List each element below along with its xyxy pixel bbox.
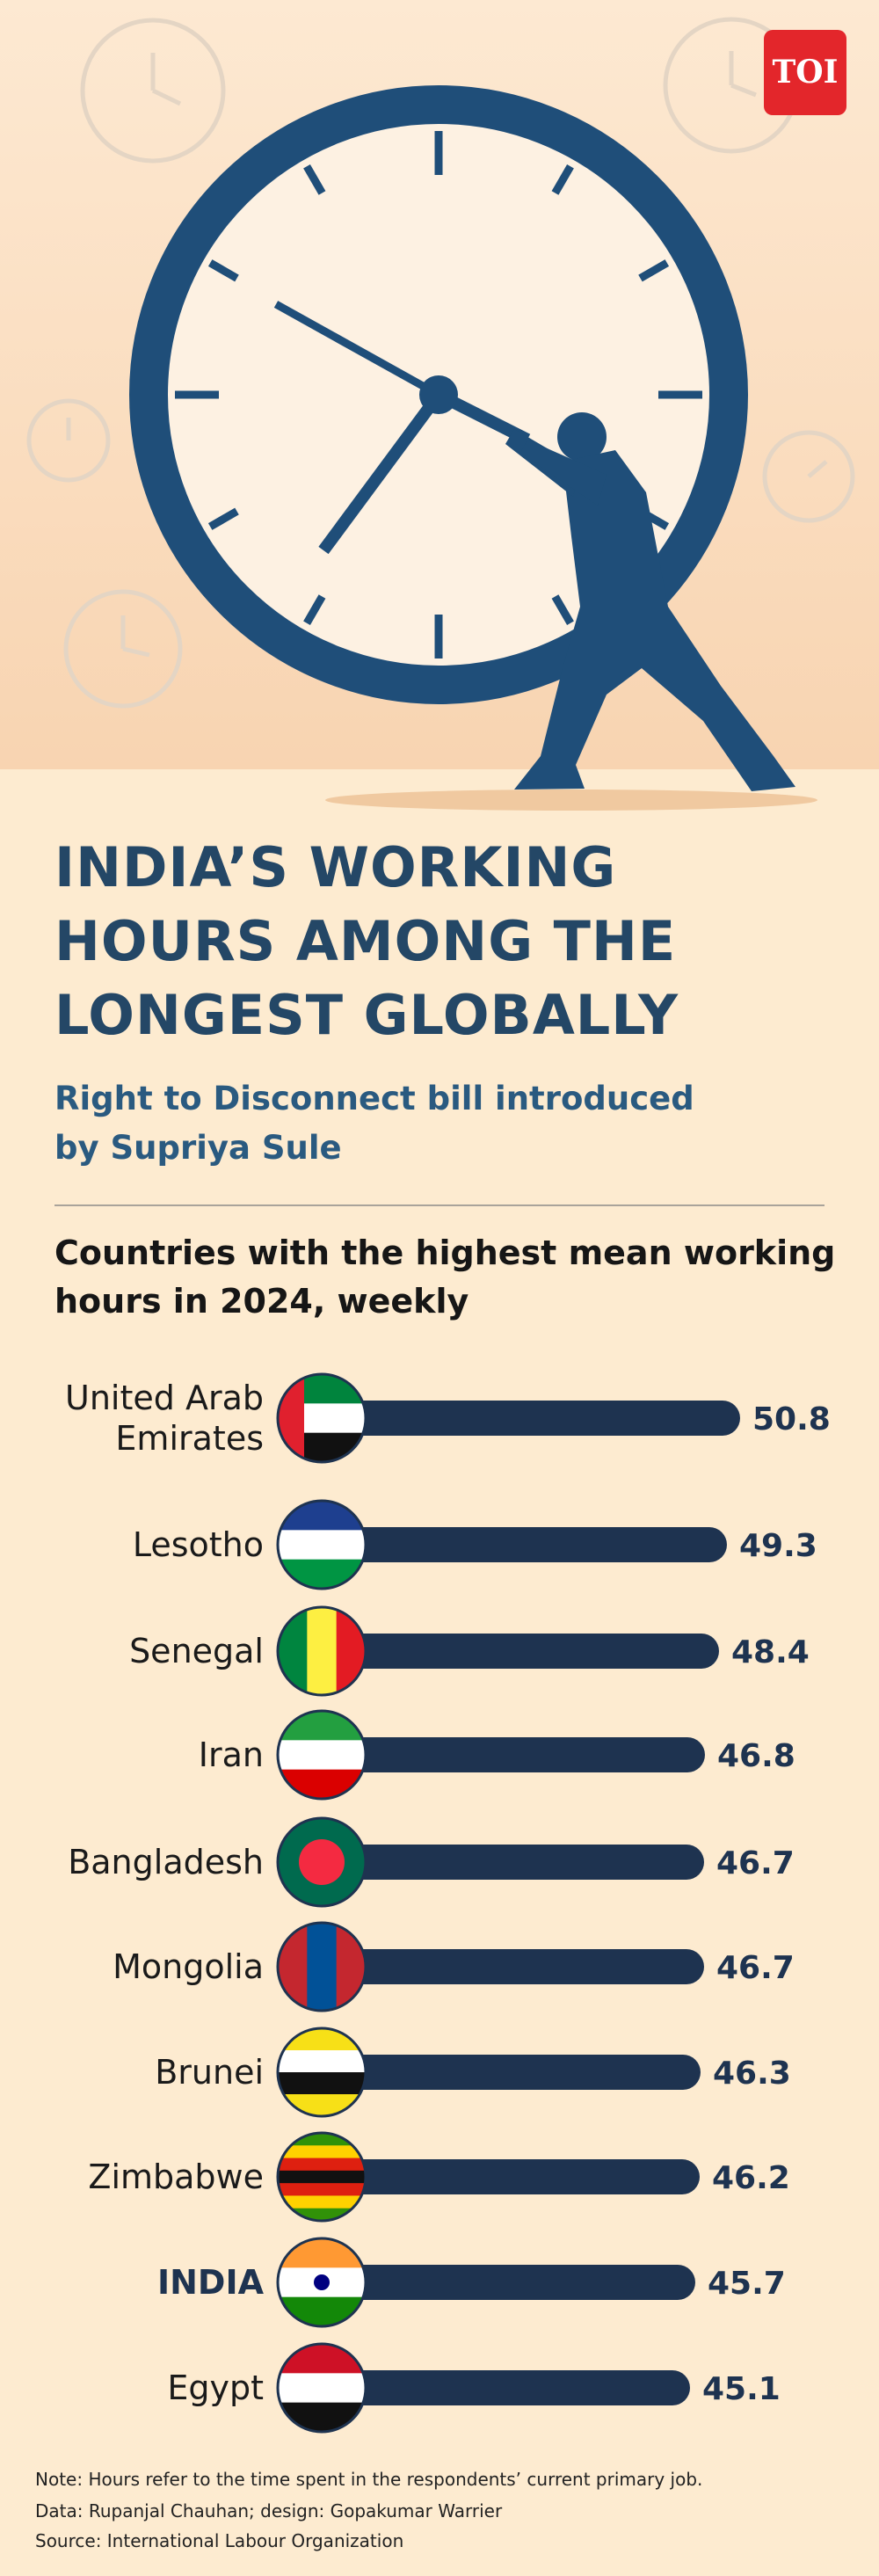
flag-stripe — [278, 1923, 308, 2011]
flag-stripe — [278, 1740, 366, 1771]
flag-stripe — [278, 2050, 366, 2073]
note: Note: Hours refer to the time spent in t… — [35, 2469, 703, 2490]
flag-border — [276, 1499, 367, 1590]
divider — [54, 1204, 825, 1206]
flag-stripe — [278, 1607, 308, 1695]
value-label: 49.3 — [739, 1528, 817, 1564]
flag-emblem — [314, 2274, 330, 2290]
clock-tick — [551, 164, 574, 195]
category-label: INDIA — [156, 2263, 264, 2302]
flag-stripe — [278, 2195, 366, 2209]
clock-tick — [207, 259, 239, 282]
note: Data: Rupanjal Chauhan; design: Gopakuma… — [35, 2500, 503, 2521]
category-label: Egypt — [167, 2369, 264, 2407]
value-label: 48.4 — [731, 1634, 810, 1670]
bar — [322, 1634, 719, 1669]
flag-border — [276, 2027, 367, 2118]
value-label: 50.8 — [752, 1401, 831, 1437]
flag — [278, 2344, 366, 2432]
flag-stripe — [278, 2145, 366, 2159]
bar — [322, 1737, 705, 1772]
flag-stripe — [278, 1501, 366, 1531]
flag — [278, 1818, 366, 1906]
bar — [322, 2055, 701, 2090]
category-label: Lesotho — [132, 1525, 264, 1564]
category-label: Iran — [198, 1736, 264, 1774]
flag-border — [276, 2342, 367, 2434]
category-label: Brunei — [155, 2053, 264, 2092]
flag-stripe — [278, 2208, 366, 2221]
clock-tick — [638, 259, 670, 282]
value-label: 46.8 — [717, 1738, 795, 1774]
value-label: 46.2 — [712, 2160, 790, 2196]
flag-stripe — [278, 2344, 366, 2374]
flag-border — [276, 1709, 367, 1801]
clock-tick — [303, 164, 326, 195]
flag-border — [276, 2131, 367, 2223]
category-label: Senegal — [129, 1632, 264, 1670]
category-label: United Arab Emirates — [65, 1379, 264, 1458]
flag-emblem — [299, 1839, 345, 1885]
bar — [322, 2370, 690, 2405]
value-label: 45.1 — [702, 2371, 781, 2407]
value-label: 45.7 — [708, 2266, 786, 2302]
bar — [322, 1401, 740, 1436]
flag-border — [276, 1605, 367, 1697]
category-label: Zimbabwe — [88, 2158, 264, 2196]
category-label: Mongolia — [113, 1947, 264, 1986]
chart-title: Countries with the highest mean working … — [54, 1233, 836, 1321]
man — [505, 412, 795, 791]
flag-stripe — [278, 1711, 366, 1741]
clock-tick — [303, 594, 326, 626]
bg-clocks — [26, 17, 855, 709]
shadow — [325, 790, 817, 811]
bar — [322, 1845, 704, 1880]
logo: TOI — [764, 30, 846, 115]
bar — [322, 2159, 700, 2194]
flag-stripe — [278, 2158, 366, 2172]
subtitle: Right to Disconnect bill introduced by S… — [54, 1080, 694, 1167]
flag-stripe — [278, 2238, 366, 2268]
flag-border — [276, 1921, 367, 2012]
flag-stripe — [307, 1923, 338, 2011]
flag-stripe — [307, 1607, 338, 1695]
value-label: 46.3 — [713, 2056, 791, 2092]
bar — [322, 1949, 704, 1984]
value-label: 46.7 — [716, 1950, 795, 1986]
flag-stripe — [278, 1530, 366, 1561]
bar — [322, 2265, 695, 2300]
bar — [322, 1527, 727, 1562]
flag-stripe — [278, 2072, 366, 2095]
flag-stripe — [278, 2183, 366, 2196]
flag-border — [276, 1816, 367, 1908]
flag-border — [276, 2237, 367, 2328]
note: Source: International Labour Organizatio… — [35, 2530, 404, 2551]
flag-stripe — [278, 2170, 366, 2184]
clock-tick — [207, 507, 239, 530]
flag — [278, 1374, 366, 1462]
flag-border — [276, 1372, 367, 1464]
flag-stripe — [278, 2373, 366, 2404]
title: INDIA’S WORKING HOURS AMONG THE LONGEST … — [54, 835, 679, 1047]
category-label: Bangladesh — [68, 1843, 264, 1881]
value-label: 46.7 — [716, 1845, 795, 1881]
clock-tick — [551, 594, 574, 626]
